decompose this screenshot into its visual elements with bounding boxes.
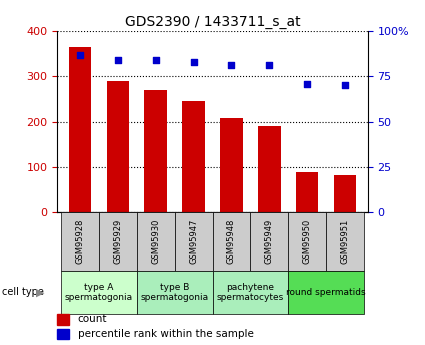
Point <box>114 57 121 63</box>
Point <box>304 81 311 86</box>
Bar <box>61 271 137 314</box>
Bar <box>288 212 326 271</box>
Bar <box>182 101 205 212</box>
Text: percentile rank within the sample: percentile rank within the sample <box>78 329 254 339</box>
Text: type B
spermatogonia: type B spermatogonia <box>141 283 209 302</box>
Bar <box>69 47 91 212</box>
Bar <box>57 329 68 339</box>
Bar <box>99 212 137 271</box>
Text: GSM95928: GSM95928 <box>76 219 85 264</box>
Text: GSM95948: GSM95948 <box>227 219 236 264</box>
Bar <box>61 212 99 271</box>
Text: ▶: ▶ <box>36 287 45 297</box>
Bar <box>326 212 364 271</box>
Text: cell type: cell type <box>2 287 44 297</box>
Text: GSM95929: GSM95929 <box>113 219 122 264</box>
Text: GSM95950: GSM95950 <box>303 219 312 264</box>
Bar <box>175 212 212 271</box>
Point <box>342 82 348 88</box>
Text: pachytene
spermatocytes: pachytene spermatocytes <box>217 283 284 302</box>
Bar <box>288 271 364 314</box>
Point <box>266 63 273 68</box>
Point <box>190 59 197 65</box>
Text: round spermatids: round spermatids <box>286 288 366 297</box>
Bar <box>296 172 318 212</box>
Text: type A
spermatogonia: type A spermatogonia <box>65 283 133 302</box>
Point <box>76 52 83 57</box>
Bar <box>250 212 288 271</box>
Point <box>152 57 159 63</box>
Text: GSM95951: GSM95951 <box>340 219 349 264</box>
Point <box>228 63 235 68</box>
Bar <box>107 81 129 212</box>
Text: GSM95947: GSM95947 <box>189 219 198 264</box>
Bar <box>137 271 212 314</box>
Bar <box>334 175 356 212</box>
Bar <box>212 212 250 271</box>
Text: GSM95949: GSM95949 <box>265 219 274 264</box>
Title: GDS2390 / 1433711_s_at: GDS2390 / 1433711_s_at <box>125 14 300 29</box>
Text: GSM95930: GSM95930 <box>151 219 160 264</box>
Bar <box>220 118 243 212</box>
Bar <box>258 126 280 212</box>
Text: count: count <box>78 314 108 324</box>
Bar <box>212 271 288 314</box>
Bar <box>144 90 167 212</box>
Bar <box>57 314 68 325</box>
Bar <box>137 212 175 271</box>
